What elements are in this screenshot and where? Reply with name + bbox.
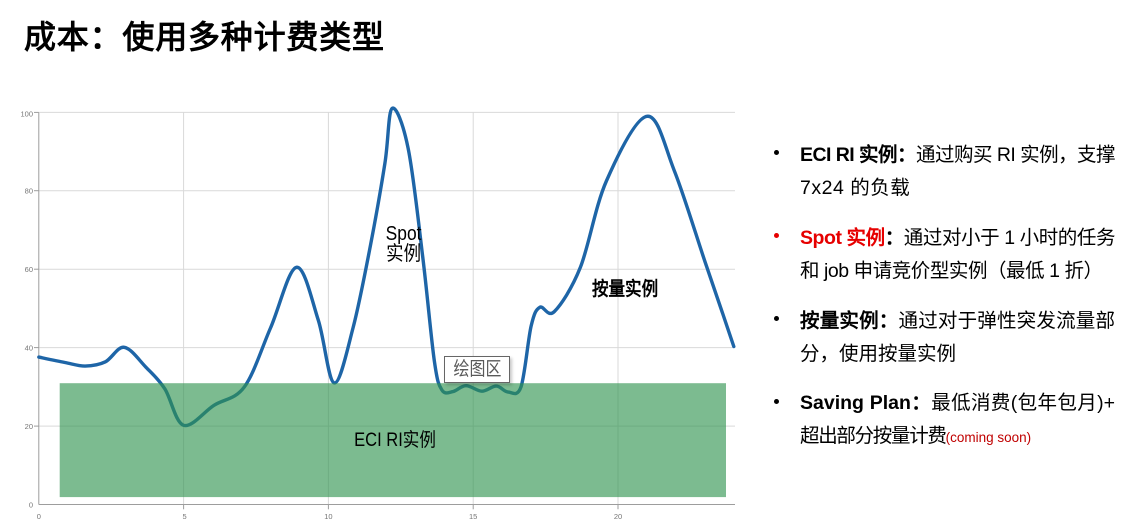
svg-text:20: 20: [614, 512, 622, 521]
svg-text:80: 80: [25, 187, 33, 196]
svg-text:10: 10: [324, 512, 332, 521]
svg-text:0: 0: [37, 512, 41, 521]
svg-text:15: 15: [469, 512, 477, 521]
svg-text:5: 5: [183, 512, 187, 521]
svg-text:0: 0: [29, 500, 33, 509]
svg-text:40: 40: [25, 343, 33, 352]
svg-text:20: 20: [25, 422, 33, 431]
svg-text:60: 60: [25, 265, 33, 274]
svg-text:100: 100: [20, 110, 33, 119]
